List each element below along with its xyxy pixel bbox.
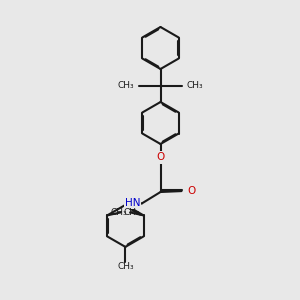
Text: CH₃: CH₃ [124,208,140,217]
Text: CH₃: CH₃ [110,208,127,217]
Text: CH₃: CH₃ [117,262,134,271]
Text: HN: HN [125,198,140,208]
Text: CH₃: CH₃ [118,81,134,90]
Text: CH₃: CH₃ [187,81,203,90]
Text: O: O [156,152,165,163]
Text: O: O [188,185,196,196]
